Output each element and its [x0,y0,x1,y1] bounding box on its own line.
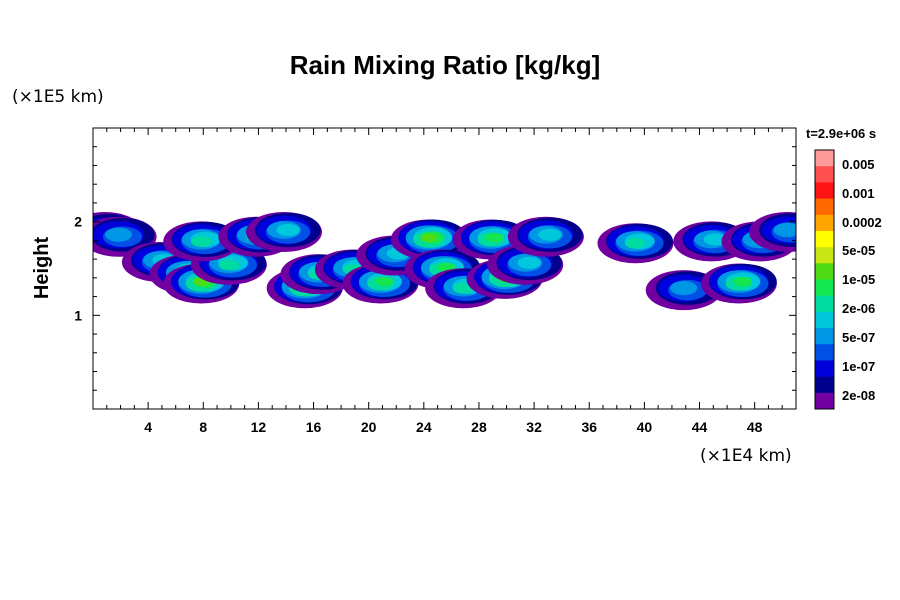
colorbar-swatch [815,328,834,345]
rain-cell [597,223,674,264]
x-tick-label: 28 [471,419,487,435]
colorbar-swatch [815,214,834,232]
colorbar-label: 1e-05 [842,272,875,287]
x-unit-label: (×1E4 km) [700,446,792,466]
axis-ticks [93,128,796,409]
time-label: t=2.9e+06 s [806,126,876,141]
rain-contour [703,233,727,246]
colorbar-swatch [815,182,834,200]
rain-contour [485,232,504,243]
x-tick-label: 4 [144,419,152,435]
y-tick-labels: 12 [74,214,82,324]
rain-contour [276,223,300,237]
plot-area [93,212,796,311]
rain-contour [420,233,437,242]
x-tick-label: 48 [747,419,763,435]
rain-cell [749,212,796,253]
colorbar-labels: 0.005 0.001 0.0002 5e-05 1e-05 2e-06 5e-07 1e-0… [842,157,882,403]
x-tick-label: 40 [637,419,653,435]
rain-field [93,212,796,311]
rain-contour [375,276,394,287]
y-tick-label: 1 [74,307,82,323]
colorbar-swatch [815,279,834,297]
y-tick-label: 2 [74,214,82,230]
y-axis-label: Height [31,237,53,300]
rain-cell [700,263,777,304]
x-tick-label: 16 [306,419,322,435]
rain-contour [733,276,752,287]
x-tick-label: 20 [361,419,377,435]
rain-cell [93,216,157,257]
colorbar-swatch [815,166,834,183]
colorbar-label: 5e-07 [842,330,875,345]
colorbar-label: 1e-07 [842,359,875,374]
colorbar-swatch [815,263,834,280]
colorbar-swatch [815,360,834,378]
colorbar-swatch [815,392,834,410]
colorbar-swatch [815,150,834,167]
colorbar-label: 0.0002 [842,215,882,230]
x-tick-label: 24 [416,419,432,435]
colorbar-swatch [815,198,834,216]
chart-title: Rain Mixing Ratio [kg/kg] [290,50,601,80]
rain-contour [773,222,796,238]
x-tick-label: 36 [581,419,597,435]
colorbar-swatch [815,376,834,394]
rain-contour [517,256,541,269]
rain-cell [452,219,529,260]
x-tick-label: 12 [251,419,267,435]
rain-cell [163,221,240,262]
x-tick-labels: 4 8 12 16 20 24 28 32 36 40 44 48 [144,419,762,435]
rain-contour [105,227,133,242]
colorbar-swatch [815,344,834,361]
colorbar-frame [814,149,835,410]
x-tick-label: 32 [526,419,542,435]
rain-cell [390,219,468,260]
colorbar-swatch [815,247,834,264]
colorbar-swatch [815,311,834,329]
rain-contour [625,237,646,249]
x-tick-label: 44 [692,419,708,435]
colorbar-swatch [815,295,834,313]
colorbar [814,149,835,410]
colorbar-label: 0.005 [842,157,875,172]
rain-cell [507,216,584,257]
rain-cell [245,212,322,253]
rain-contour [452,282,474,294]
plot-frame [92,127,797,410]
colorbar-label: 2e-08 [842,388,875,403]
colorbar-label: 0.001 [842,186,875,201]
x-tick-label: 8 [199,419,207,435]
colorbar-label: 5e-05 [842,243,875,258]
colorbar-swatch [815,230,834,248]
colorbar-label: 2e-06 [842,301,875,316]
rain-contour [218,259,240,271]
y-unit-label: (×1E5 km) [12,87,104,107]
rain-contour [538,228,562,241]
rain-contour [670,281,698,296]
rain-contour [191,236,212,247]
